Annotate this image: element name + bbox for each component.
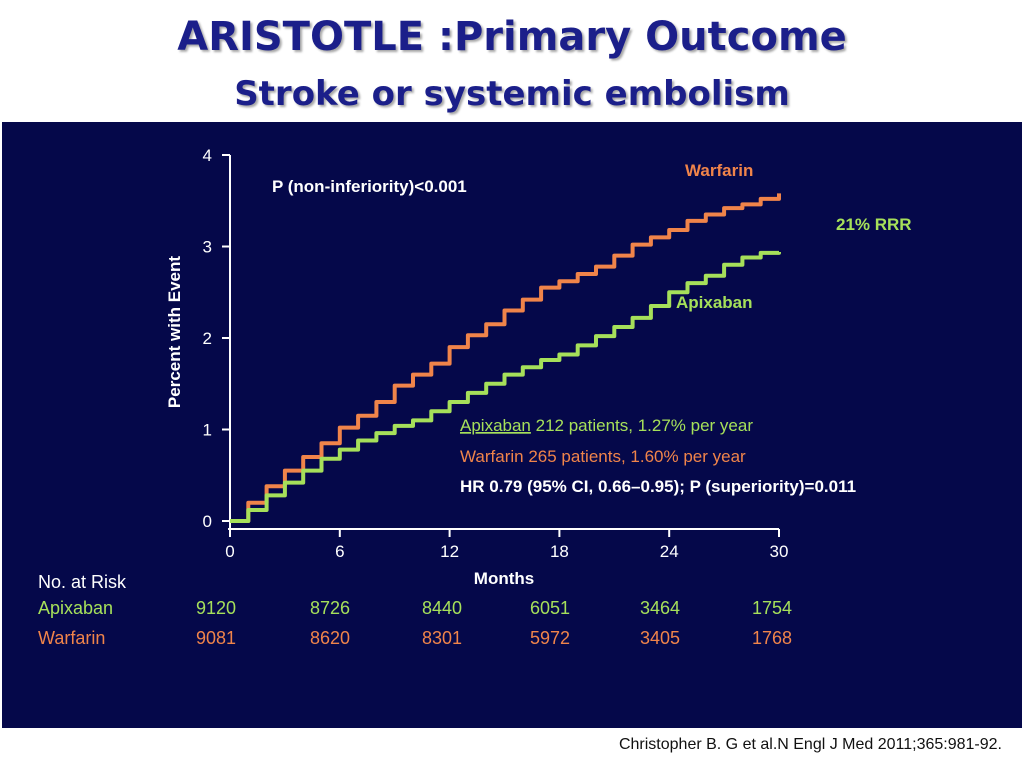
apixaban-km-line bbox=[230, 250, 781, 523]
risk-cell: 6051 bbox=[530, 598, 570, 618]
risk-cell: 8620 bbox=[310, 628, 350, 648]
x-tick-label: 12 bbox=[440, 542, 459, 561]
x-tick-label: 18 bbox=[550, 542, 569, 561]
y-tick-label: 3 bbox=[203, 238, 212, 257]
y-axis-label: Percent with Event bbox=[165, 256, 184, 408]
apixaban-line-label: Apixaban bbox=[676, 293, 753, 312]
risk-cell: 3405 bbox=[640, 628, 680, 648]
risk-cell: 5972 bbox=[530, 628, 570, 648]
warfarin-km-line bbox=[230, 193, 781, 523]
risk-row-name: Apixaban bbox=[38, 598, 113, 618]
stats-apixaban: Apixaban 212 patients, 1.27% per year bbox=[460, 416, 753, 435]
stats-hr: HR 0.79 (95% CI, 0.66–0.95); P (superior… bbox=[460, 477, 856, 496]
citation: Christopher B. G et al.N Engl J Med 2011… bbox=[618, 736, 1002, 753]
warfarin-line-label: Warfarin bbox=[685, 161, 753, 180]
y-tick-label: 2 bbox=[203, 329, 212, 348]
risk-cell: 8726 bbox=[310, 598, 350, 618]
stats-apixaban-rest: 212 patients, 1.27% per year bbox=[531, 416, 753, 435]
risk-row-name: Warfarin bbox=[38, 628, 105, 648]
risk-cell: 3464 bbox=[640, 598, 680, 618]
stats-apixaban-name: Apixaban bbox=[460, 416, 531, 435]
p-noninferiority-text: P (non-inferiority)<0.001 bbox=[272, 177, 467, 196]
stats-warfarin: Warfarin 265 patients, 1.60% per year bbox=[460, 447, 746, 466]
x-tick-label: 30 bbox=[770, 542, 789, 561]
x-tick-label: 24 bbox=[660, 542, 679, 561]
chart-series bbox=[230, 193, 781, 523]
chart-panel bbox=[2, 122, 1022, 728]
risk-cell: 9120 bbox=[196, 598, 236, 618]
y-tick-label: 4 bbox=[203, 146, 212, 165]
risk-table-header: No. at Risk bbox=[38, 572, 127, 592]
risk-cell: 8301 bbox=[422, 628, 462, 648]
x-axis-label: Months bbox=[474, 569, 534, 588]
risk-cell: 8440 bbox=[422, 598, 462, 618]
risk-cell: 1754 bbox=[752, 598, 792, 618]
rrr-label: 21% RRR bbox=[836, 215, 912, 234]
slide-subtitle: Stroke or systemic embolism bbox=[234, 74, 790, 114]
y-tick-label: 1 bbox=[203, 421, 212, 440]
x-tick-label: 6 bbox=[335, 542, 344, 561]
slide-title: ARISTOTLE :Primary Outcome bbox=[177, 14, 847, 60]
x-tick-label: 0 bbox=[225, 542, 234, 561]
risk-cell: 1768 bbox=[752, 628, 792, 648]
risk-table: No. at Risk Apixaban 9120 8726 8440 6051 3464… bbox=[38, 572, 792, 648]
y-tick-label: 0 bbox=[203, 512, 212, 531]
risk-cell: 9081 bbox=[196, 628, 236, 648]
